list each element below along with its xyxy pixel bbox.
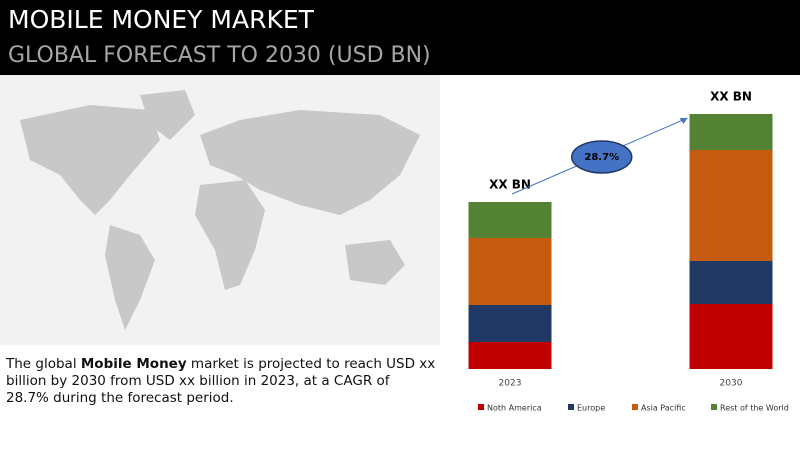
description-text: The global [6, 356, 81, 372]
world-map [20, 90, 420, 330]
description-bold: Mobile Money [80, 356, 187, 372]
total-label: XX BN [489, 178, 531, 192]
map-shape [195, 180, 265, 290]
legend-label: Noth America [487, 404, 542, 413]
map-shape [345, 240, 405, 285]
legend-label: Europe [577, 404, 605, 413]
legend-label: Asia Pacific [641, 404, 686, 413]
map-shape [105, 225, 155, 330]
bar-segment [689, 114, 773, 150]
bar-segment [689, 261, 773, 304]
map-shape [200, 110, 420, 215]
cagr-label: 28.7% [584, 152, 619, 163]
description-text: market is projected to reach USD xx bill… [6, 356, 436, 406]
x-tick-label: 2023 [499, 379, 522, 389]
bar-segment [468, 342, 552, 369]
legend-swatch [568, 404, 574, 410]
cagr-bubble [571, 140, 633, 174]
bar-segment [468, 202, 552, 238]
header-bar [0, 0, 800, 75]
bar-segment [689, 304, 773, 369]
x-tick-label: 2030 [720, 379, 743, 389]
map-shape [20, 105, 160, 215]
subtitle: GLOBAL FORECAST TO 2030 (USD BN) [8, 43, 431, 68]
bar-segment [468, 238, 552, 305]
legend-swatch [632, 404, 638, 410]
bar-segment [689, 150, 773, 261]
arrow-head [679, 118, 688, 124]
description: The global Mobile Money market is projec… [6, 356, 436, 407]
total-label: XX BN [710, 90, 752, 104]
title: MOBILE MONEY MARKET [8, 5, 315, 34]
legend-swatch [711, 404, 717, 410]
legend-swatch [478, 404, 484, 410]
map-shape [140, 90, 195, 140]
legend-label: Rest of the World [720, 404, 789, 413]
bar-segment [468, 305, 552, 342]
